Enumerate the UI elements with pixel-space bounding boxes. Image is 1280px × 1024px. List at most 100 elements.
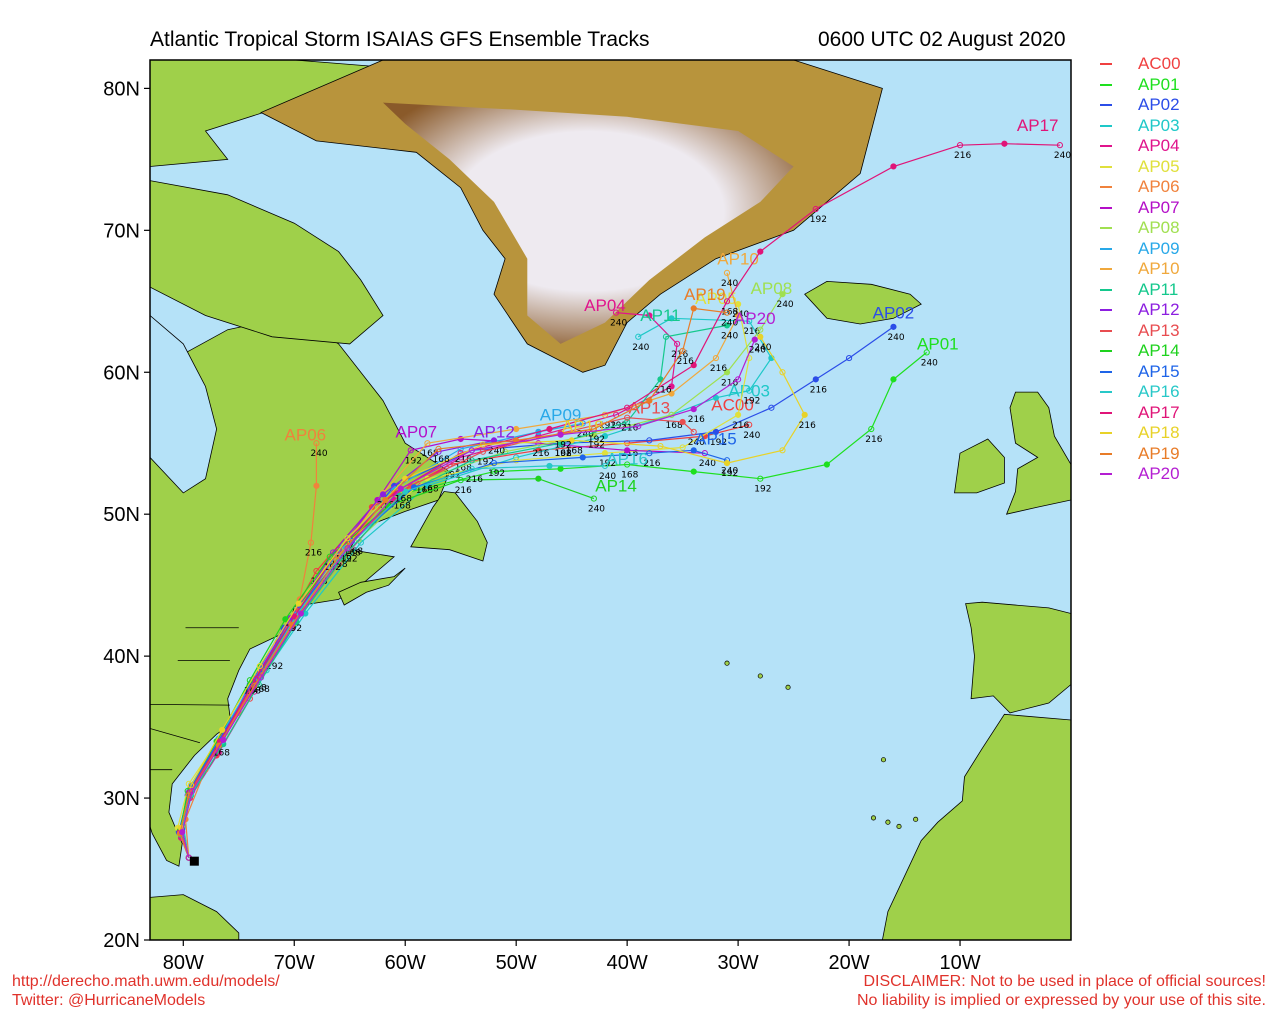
track-point [757,248,764,255]
legend-swatch [1100,104,1112,107]
forecast-hour-label: 192 [266,662,283,672]
forecast-hour-label: 168 [394,502,411,512]
track-point [746,421,753,428]
track-point [590,495,597,502]
track-point [624,461,631,468]
track-point [624,418,631,426]
track-point [344,535,351,542]
land-layer [150,60,1071,940]
track-label-ap10: AP10 [717,249,759,268]
track-label-ap07: AP07 [396,423,438,442]
legend-swatch [1100,452,1112,455]
legend-label: AP10 [1138,259,1180,279]
track-point [1001,140,1008,147]
legend-swatch [1100,165,1112,168]
disclaimer-line-2: No liability is implied or expressed by … [856,992,1266,1009]
track-point [956,142,964,149]
forecast-hour-label: 240 [699,459,716,469]
track-point [662,333,670,340]
forecast-hour-label: 168 [455,463,472,473]
source-url[interactable]: http://derecho.math.uwm.edu/models/ [12,973,280,990]
track-point [407,447,414,454]
track-point [712,354,720,362]
track-label-ap03: AP03 [728,381,770,400]
forecast-hour-label: 192 [710,438,727,448]
track-point [468,457,475,464]
legend-swatch [1100,227,1112,230]
track-point [329,549,337,556]
forecast-hour-label: 216 [721,378,738,388]
legend-label: AP05 [1138,156,1180,176]
track-point [890,323,897,330]
legend-swatch [1100,350,1112,353]
baffin-island [150,180,384,345]
track-point [757,333,764,340]
track-point [768,404,775,411]
track-point [746,318,753,325]
track-point [723,269,731,277]
forecast-hour-label: 240 [749,346,766,356]
forecast-hour-label: 240 [599,472,616,482]
legend-item-ap20: AP20 [1100,464,1181,485]
legend-item-ap06: AP06 [1100,177,1181,198]
track-point [490,468,498,475]
forecast-hour-label: 192 [588,441,605,451]
track-point [712,428,720,435]
hudson-bay [150,314,218,494]
legend-swatch [1100,124,1112,127]
legend-item-ap09: AP09 [1100,239,1181,260]
track-point [535,475,542,482]
legend-item-ap10: AP10 [1100,259,1181,280]
island [757,673,763,679]
legend-swatch [1100,370,1112,373]
legend-label: AP15 [1138,361,1180,381]
forecast-hour-label: 216 [732,421,749,431]
legend-label: AP01 [1138,74,1180,94]
track-point [1056,142,1064,149]
track-ap20 [181,339,756,858]
track-point [779,369,786,376]
track-point [189,787,196,795]
forecast-hour-label: 192 [754,485,771,495]
track-point [723,459,731,467]
forecast-hour-label: 192 [477,458,494,468]
legend-item-ap13: AP13 [1100,321,1181,342]
forecast-hour-label: 216 [954,151,971,161]
track-point [668,383,675,390]
legend-item-ap19: AP19 [1100,444,1181,465]
tracks-layer: 240216192168AC00240216192168AP0124021619… [174,116,1071,866]
track-point [723,369,731,376]
track-point [457,477,464,484]
footer-right: DISCLAIMER: Not to be used in place of o… [857,972,1266,1010]
forecast-hour-label: 216 [466,475,483,485]
track-point [624,404,631,411]
legend-item-ap17: AP17 [1100,403,1181,424]
track-ap11 [180,324,728,858]
great-britain [1005,391,1071,515]
twitter-handle: Twitter: @HurricaneModels [12,992,206,1009]
legend-label: AC00 [1138,54,1181,74]
track-point [379,491,387,498]
forecast-hour-label: 240 [632,343,649,353]
track-label-ap02: AP02 [873,303,915,322]
lat-label: 70N [103,220,140,242]
track-point [779,291,786,298]
track-point [313,440,320,447]
forecast-hour-label: 240 [310,449,327,459]
track-point [579,420,586,427]
track-point [812,376,819,383]
legend-swatch [1100,288,1112,291]
greenland-ice-cap [383,102,794,344]
legend-item-ap04: AP04 [1100,136,1181,157]
storm-start-marker [189,856,199,866]
legend-item-ap18: AP18 [1100,423,1181,444]
legend-item-ap12: AP12 [1100,300,1181,321]
lon-label: 40W [607,952,648,974]
track-point [690,406,697,413]
legend-item-ap15: AP15 [1100,362,1181,383]
track-point [257,674,265,681]
nova-scotia [338,567,406,606]
lon-label: 80W [163,952,204,974]
forecast-hour-label: 216 [710,364,727,374]
forecast-hour-label: 168 [395,495,412,505]
